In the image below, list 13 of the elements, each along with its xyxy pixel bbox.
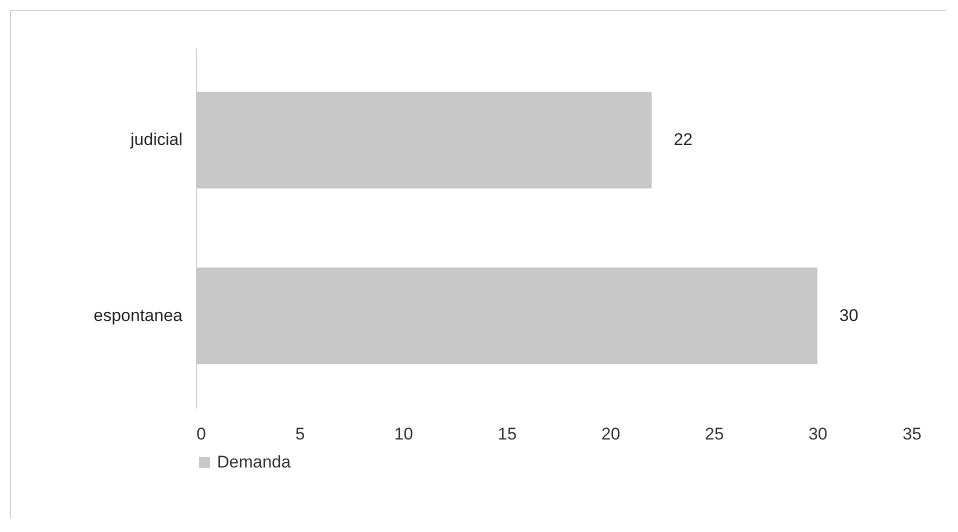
- y-tick-label: judicial: [130, 130, 182, 150]
- x-tick-label: 0: [196, 424, 206, 444]
- x-tick-label: 20: [601, 424, 620, 444]
- x-tick-label: 35: [902, 424, 922, 444]
- data-label: 22: [674, 130, 693, 150]
- y-tick-label: espontanea: [94, 306, 184, 325]
- x-tick-label: 5: [295, 424, 305, 444]
- data-label: 30: [839, 306, 858, 325]
- x-tick-label: 15: [498, 424, 517, 444]
- x-tick-label: 25: [704, 424, 724, 444]
- x-tick-label: 30: [808, 424, 828, 444]
- x-tick-label: 10: [394, 424, 414, 444]
- legend-label: Demanda: [217, 452, 292, 472]
